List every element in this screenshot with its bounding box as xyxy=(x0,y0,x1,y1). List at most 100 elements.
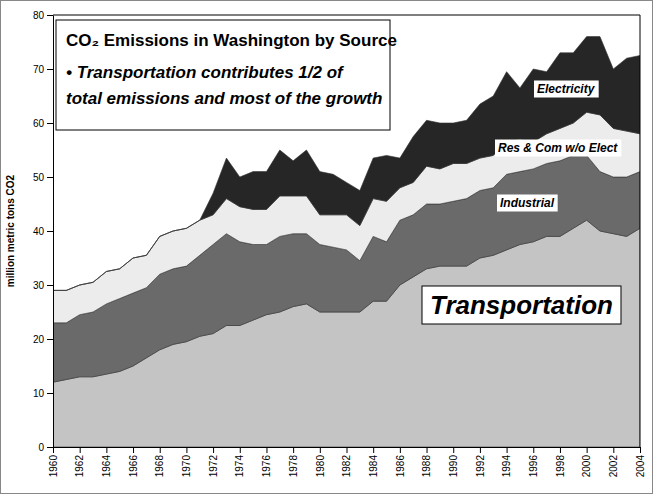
x-tick-label: 1990 xyxy=(448,455,459,478)
x-tick-label: 1998 xyxy=(555,455,566,478)
y-tick: 30 xyxy=(33,280,53,291)
areas xyxy=(53,37,640,447)
x-tick-label: 1966 xyxy=(128,455,139,478)
x-tick-label: 1982 xyxy=(341,455,352,478)
x-tick: 1994 xyxy=(501,447,512,477)
x-tick: 2000 xyxy=(581,447,592,477)
plot-frame xyxy=(640,15,641,447)
y-tick-mark xyxy=(47,339,53,340)
x-tick-label: 1984 xyxy=(368,455,379,478)
x-tick: 1972 xyxy=(208,447,219,477)
y-tick-label: 70 xyxy=(33,64,45,75)
series-label-box xyxy=(534,81,599,98)
series-label-group: Res & Com w/o Elect xyxy=(495,140,621,157)
x-tick-label: 1996 xyxy=(528,455,539,478)
y-axis-title: million metric tons CO2 xyxy=(5,174,16,287)
x-tick: 1962 xyxy=(74,447,85,477)
x-tick-mark xyxy=(347,447,348,453)
x-tick-mark xyxy=(480,447,481,453)
x-tick: 1984 xyxy=(368,447,379,477)
series-label-group: Electricity xyxy=(534,81,599,98)
y-tick-mark xyxy=(47,69,53,70)
x-tick: 1978 xyxy=(288,447,299,477)
y-tick: 10 xyxy=(33,388,53,399)
x-tick: 1990 xyxy=(448,447,459,477)
x-tick-label: 1986 xyxy=(395,455,406,478)
x-tick-mark xyxy=(266,447,267,453)
y-tick: 20 xyxy=(33,334,53,345)
x-tick-label: 1962 xyxy=(74,455,85,478)
y-tick-mark xyxy=(47,15,53,16)
x-axis: 1960 1962 1964 1966 1968 1970 1972 1974 1976 1978… xyxy=(48,447,646,477)
area xyxy=(53,112,640,323)
x-tick-mark xyxy=(533,447,534,453)
x-tick-label: 1964 xyxy=(101,455,112,478)
series-label-box xyxy=(497,195,558,212)
x-tick: 1982 xyxy=(341,447,352,477)
x-tick-label: 1968 xyxy=(154,455,165,478)
y-tick: 80 xyxy=(33,10,53,21)
plot: 0 10 20 30 40 50 60 70 80 1960 1962 1964 1966 1968 197… xyxy=(33,10,646,478)
annotation: • Transportation contributes 1/2 of xyxy=(66,63,345,82)
y-tick: 50 xyxy=(33,172,53,183)
x-tick: 1970 xyxy=(181,447,192,477)
y-tick-mark xyxy=(47,231,53,232)
x-tick: 1988 xyxy=(421,447,432,477)
y-tick-label: 20 xyxy=(33,334,45,345)
x-tick-label: 1976 xyxy=(261,455,272,478)
series-label-group: Transportation xyxy=(422,286,621,324)
chart: 0 10 20 30 40 50 60 70 80 1960 1962 1964 1966 1968 197… xyxy=(0,0,653,494)
x-tick-mark xyxy=(400,447,401,453)
y-tick-mark xyxy=(47,393,53,394)
x-tick-mark xyxy=(53,447,54,453)
x-tick-mark xyxy=(320,447,321,453)
y-tick: 60 xyxy=(33,118,53,129)
series-label-box xyxy=(422,286,621,324)
x-tick-label: 1974 xyxy=(234,455,245,478)
series-label: Industrial xyxy=(500,196,555,210)
x-tick-mark xyxy=(293,447,294,453)
plot-frame xyxy=(53,15,640,16)
y-axis: 0 10 20 30 40 50 60 70 80 xyxy=(33,10,54,453)
y-tick: 40 xyxy=(33,226,53,237)
annotation: total emissions and most of the growth xyxy=(66,89,382,108)
x-tick: 1996 xyxy=(528,447,539,477)
x-tick: 1974 xyxy=(234,447,245,477)
x-tick: 1980 xyxy=(315,447,326,477)
x-tick-mark xyxy=(80,447,81,453)
x-tick-label: 1970 xyxy=(181,455,192,478)
x-tick-mark xyxy=(613,447,614,453)
x-tick-label: 2000 xyxy=(581,455,592,478)
series-label-group: Industrial xyxy=(497,195,558,212)
x-tick-label: 1988 xyxy=(421,455,432,478)
x-tick: 2004 xyxy=(635,447,646,477)
x-tick-label: 1978 xyxy=(288,455,299,478)
x-tick-label: 2002 xyxy=(608,455,619,478)
x-tick-mark xyxy=(453,447,454,453)
x-tick-label: 1960 xyxy=(48,455,59,478)
y-tick-label: 10 xyxy=(33,388,45,399)
x-tick-mark xyxy=(186,447,187,453)
y-tick: 0 xyxy=(38,442,53,453)
x-tick: 1964 xyxy=(101,447,112,477)
title-box: CO₂ Emissions in Washington by Source • T… xyxy=(56,20,397,130)
x-tick-mark xyxy=(427,447,428,453)
y-tick-mark xyxy=(47,447,53,448)
x-tick-label: 2004 xyxy=(635,455,646,478)
x-tick-label: 1980 xyxy=(315,455,326,478)
title: CO₂ Emissions in Washington by Source xyxy=(66,31,397,50)
series-label: Transportation xyxy=(430,290,613,320)
x-tick: 1960 xyxy=(48,447,59,477)
y-tick-label: 50 xyxy=(33,172,45,183)
series-label: Electricity xyxy=(537,82,596,96)
x-tick-mark xyxy=(587,447,588,453)
x-tick: 2002 xyxy=(608,447,619,477)
x-tick: 1998 xyxy=(555,447,566,477)
x-tick-mark xyxy=(213,447,214,453)
x-tick: 1986 xyxy=(395,447,406,477)
y-tick-label: 60 xyxy=(33,118,45,129)
x-tick-mark xyxy=(133,447,134,453)
x-tick-mark xyxy=(640,447,641,453)
x-tick-mark xyxy=(560,447,561,453)
x-tick-label: 1994 xyxy=(501,455,512,478)
